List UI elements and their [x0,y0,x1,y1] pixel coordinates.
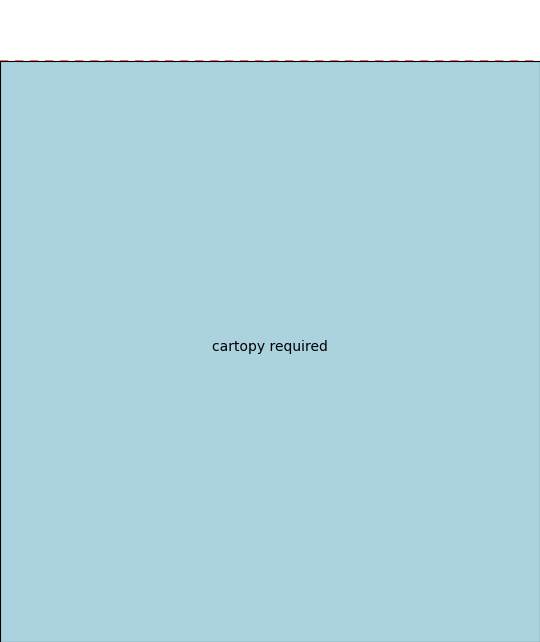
Text: cartopy required: cartopy required [212,340,328,354]
